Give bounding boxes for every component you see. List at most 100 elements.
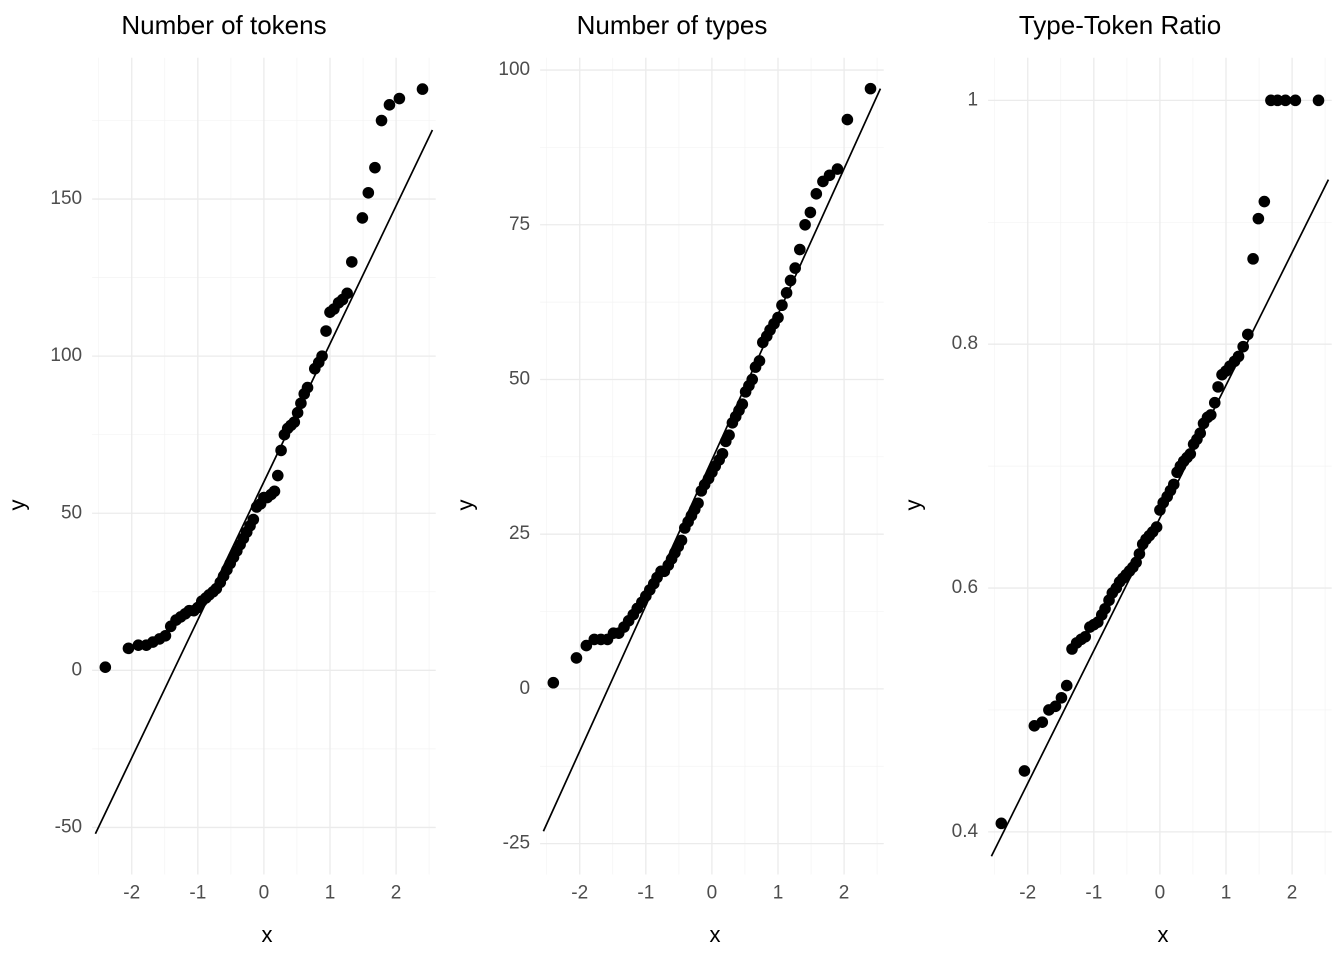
data-point [754,355,766,367]
data-point [692,497,704,509]
plot-overlay: 0.40.60.81-2-1012 [926,49,1340,918]
y-tick-label: 0 [520,678,531,699]
plot-outer: y-50050100150-2-1012x [4,49,444,960]
data-point [832,163,844,175]
panel-2: Type-Token Ratioy0.40.60.81-2-1012x [896,0,1344,960]
data-point [302,382,314,394]
x-tick-label: -2 [571,883,588,904]
data-point [785,275,797,287]
data-point [1212,381,1224,393]
x-tick-label: 0 [1155,883,1166,904]
y-axis-label: y [900,49,926,960]
data-point [772,312,784,324]
plot-overlay: -250255075100-2-1012 [478,49,892,918]
y-tick-label: 1 [968,89,979,110]
data-point [417,83,429,95]
plot-outer: y0.40.60.81-2-1012x [900,49,1340,960]
data-point [1019,765,1031,777]
data-point [100,661,112,673]
x-tick-label: 2 [391,883,402,904]
plot-row: 0.40.60.81-2-1012 [926,49,1340,918]
data-point [1259,196,1271,208]
data-point [394,93,406,105]
x-tick-label: 2 [1287,883,1298,904]
data-point [357,212,369,224]
data-point [789,262,801,274]
data-point [248,514,260,526]
y-axis-label-text: y [900,499,926,510]
data-point [811,188,823,200]
y-tick-label: 100 [498,59,530,80]
data-point [723,429,735,441]
data-point [1313,95,1325,107]
plot-area: -250255075100-2-1012 [478,49,892,918]
data-point [842,114,854,126]
y-tick-label: 150 [50,188,82,209]
y-axis-label-text: y [4,499,30,510]
x-axis-label: x [926,918,1340,960]
plot-row: -250255075100-2-1012 [478,49,892,918]
data-point [996,818,1008,830]
data-point [1205,409,1217,421]
data-point [1290,95,1302,107]
plot-column: -250255075100-2-1012x [478,49,892,960]
plot-overlay: -50050100150-2-1012 [30,49,444,918]
data-point [548,677,560,689]
plot-area: -50050100150-2-1012 [30,49,444,918]
x-axis-label: x [478,918,892,960]
y-tick-label: 75 [509,214,530,235]
y-axis-label: y [4,49,30,960]
y-tick-label: 50 [509,368,530,389]
data-point [776,299,788,311]
data-point [269,485,281,497]
plot-column: -50050100150-2-1012x [30,49,444,960]
panel-title: Type-Token Ratio [900,0,1340,49]
data-point [272,470,284,482]
x-tick-label: -1 [1085,883,1102,904]
data-point [717,448,729,460]
y-tick-label: 100 [50,345,82,366]
y-tick-label: -25 [503,833,530,854]
figure: Number of tokensy-50050100150-2-1012xNum… [0,0,1344,960]
plot-area: 0.40.60.81-2-1012 [926,49,1340,918]
data-point [346,256,358,268]
data-point [384,99,396,111]
data-point [1036,716,1048,728]
data-point [1242,329,1254,341]
x-tick-label: 0 [259,883,270,904]
data-point [799,219,811,231]
plot-row: -50050100150-2-1012 [30,49,444,918]
x-tick-label: 1 [773,883,784,904]
data-point [363,187,375,199]
y-tick-label: 50 [61,502,82,523]
data-point [123,643,135,655]
y-tick-label: 0 [72,659,83,680]
data-point [275,445,287,457]
data-point [1061,680,1073,692]
x-tick-label: -1 [189,883,206,904]
data-point [571,652,583,664]
panel-title: Number of tokens [4,0,444,49]
x-tick-label: 1 [1221,883,1232,904]
x-tick-label: 2 [839,883,850,904]
data-point [1056,692,1068,704]
x-axis-label: x [30,918,444,960]
data-point [1280,95,1292,107]
data-point [1237,341,1249,353]
x-tick-label: -2 [123,883,140,904]
data-point [865,83,877,95]
plot-column: 0.40.60.81-2-1012x [926,49,1340,960]
y-tick-label: 0.6 [952,577,978,598]
data-point [746,374,758,386]
data-point [737,398,749,410]
data-point [1247,253,1259,265]
y-tick-label: 0.4 [952,821,979,842]
panel-1: Number of typesy-250255075100-2-1012x [448,0,896,960]
panel-title: Number of types [452,0,892,49]
y-axis-label-text: y [452,499,478,510]
y-axis-label: y [452,49,478,960]
y-tick-label: 25 [509,523,530,544]
data-point [1151,521,1163,533]
data-point [320,325,332,337]
data-point [376,115,388,127]
